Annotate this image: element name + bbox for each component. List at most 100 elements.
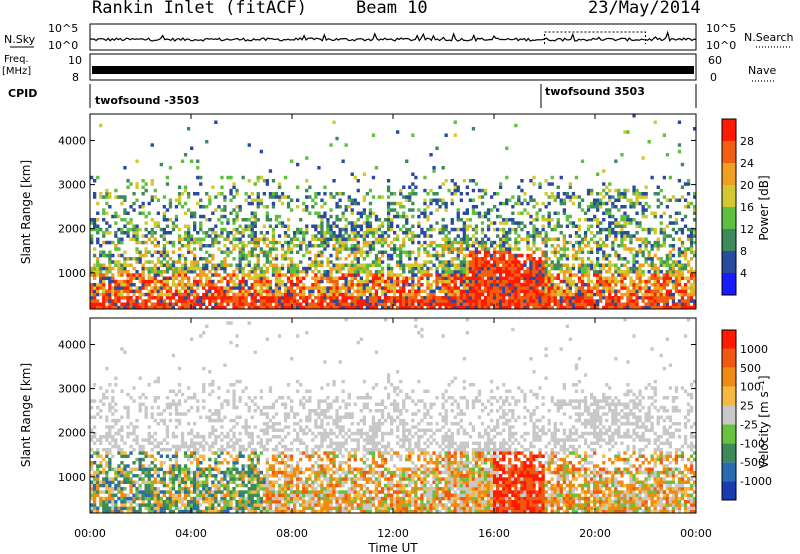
heatmap-cell (314, 253, 318, 258)
heatmap-cell (486, 279, 491, 284)
heatmap-cell (671, 237, 676, 241)
heatmap-cell (238, 289, 242, 293)
heatmap-cell (514, 273, 518, 277)
heatmap-cell (214, 208, 218, 212)
heatmap-cell (138, 289, 142, 293)
heatmap-cell (283, 292, 288, 297)
heatmap-cell (244, 224, 248, 228)
heatmap-cell (383, 299, 388, 303)
heatmap-cell (444, 201, 448, 206)
heatmap-cell (232, 299, 236, 303)
heatmap-cell (232, 182, 236, 186)
heatmap-cell (138, 457, 142, 462)
heatmap-cell (174, 289, 179, 293)
heatmap-cell (359, 263, 363, 267)
heatmap-cell (138, 483, 142, 488)
heatmap-cell (144, 487, 148, 491)
heatmap-cell (365, 296, 369, 300)
heatmap-cell (102, 240, 106, 245)
heatmap-cell (408, 237, 412, 241)
heatmap-cell (93, 383, 97, 387)
heatmap-cell (562, 198, 566, 202)
heatmap-cell (271, 247, 276, 251)
heatmap-cell (211, 237, 215, 241)
heatmap-cell (526, 273, 530, 277)
heatmap-cell (450, 305, 454, 310)
heatmap-cell (583, 218, 588, 222)
heatmap-cell (171, 270, 176, 274)
heatmap-cell (108, 448, 112, 452)
heatmap-cell (96, 305, 100, 310)
heatmap-cell (268, 250, 273, 254)
heatmap-cell (508, 296, 512, 300)
heatmap-cell (414, 292, 418, 297)
heatmap-cell (108, 428, 112, 432)
heatmap-cell (453, 192, 457, 196)
heatmap-cell (638, 305, 642, 310)
heatmap-cell (383, 218, 388, 222)
heatmap-cell (259, 296, 263, 300)
heatmap-cell (590, 289, 594, 293)
heatmap-cell (111, 292, 115, 297)
heatmap-cell (183, 231, 188, 235)
heatmap-cell (614, 292, 618, 297)
heatmap-cell (259, 201, 263, 206)
heatmap-cell (417, 224, 421, 228)
heatmap-cell (196, 279, 200, 284)
heatmap-cell (559, 198, 563, 202)
heatmap-cell (659, 283, 663, 287)
heatmap-cell (159, 279, 163, 284)
heatmap-cell (335, 289, 339, 293)
heatmap-cell (135, 418, 139, 423)
heatmap-cell (171, 444, 176, 449)
heatmap-cell (426, 266, 430, 271)
heatmap-cell (653, 270, 657, 274)
heatmap-cell (474, 299, 479, 303)
heatmap-cell (165, 503, 170, 507)
heatmap-cell (511, 296, 515, 300)
heatmap-cell (111, 273, 115, 277)
heatmap-cell (538, 283, 542, 287)
heatmap-cell (232, 247, 236, 251)
heatmap-cell (156, 296, 160, 300)
heatmap-cell (505, 299, 509, 303)
heatmap-cell (426, 253, 430, 258)
heatmap-cell (480, 227, 485, 232)
y-tick-label: 4000 (58, 134, 86, 147)
freq-tick-high: 10 (68, 54, 82, 67)
heatmap-cell (644, 208, 648, 212)
heatmap-cell (168, 467, 173, 471)
heatmap-cell (187, 195, 191, 199)
heatmap-cell (659, 299, 663, 303)
heatmap-cell (220, 192, 224, 196)
heatmap-cell (468, 305, 473, 310)
heatmap-cell (523, 224, 527, 228)
heatmap-cell (332, 296, 336, 300)
heatmap-cell (456, 263, 460, 267)
heatmap-cell (496, 192, 500, 196)
heatmap-cell (180, 509, 185, 514)
heatmap-cell (299, 218, 303, 222)
heatmap-cell (156, 444, 160, 449)
heatmap-cell (483, 283, 488, 287)
heatmap-cell (223, 257, 227, 261)
heatmap-cell (374, 166, 379, 170)
heatmap-cell (135, 302, 139, 306)
heatmap-cell (135, 425, 139, 429)
heatmap-cell (114, 467, 118, 471)
heatmap-cell (456, 218, 460, 222)
heatmap-cell (490, 302, 494, 306)
heatmap-cell (393, 273, 397, 277)
heatmap-cell (420, 302, 424, 306)
heatmap-cell (353, 257, 357, 261)
heatmap-cell (214, 296, 218, 300)
heatmap-cell (286, 201, 291, 206)
heatmap-cell (677, 273, 682, 277)
heatmap-cell (105, 464, 109, 468)
heatmap-cell (183, 263, 188, 267)
heatmap-cell (141, 493, 145, 497)
heatmap-cell (532, 198, 536, 202)
heatmap-cell (459, 273, 463, 277)
heatmap-cell (165, 231, 170, 235)
heatmap-cell (93, 247, 97, 251)
